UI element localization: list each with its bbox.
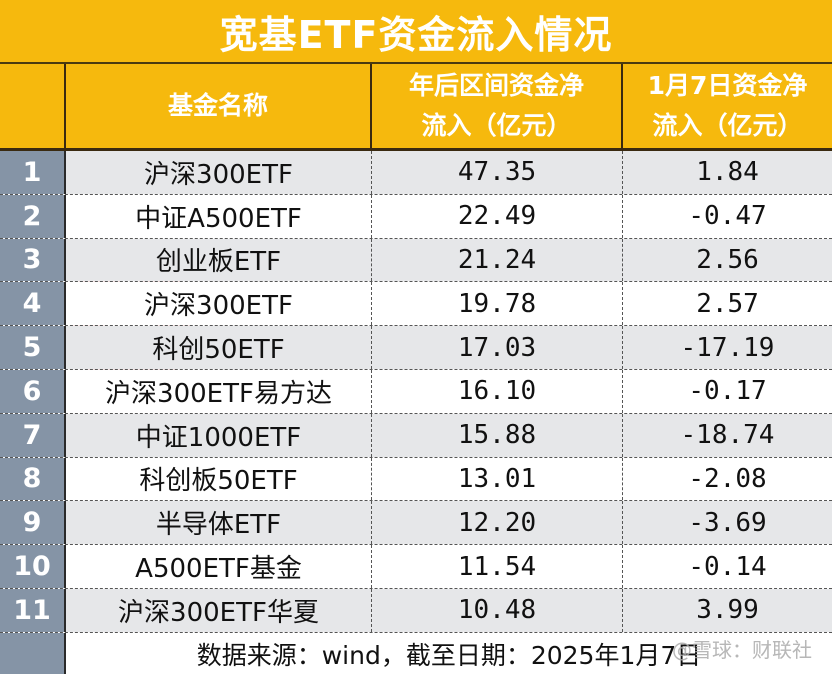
table-row: 9 半导体ETF 12.20 -3.69 (0, 501, 832, 546)
data-source-note: 数据来源：wind，截至日期：2025年1月7日 (66, 633, 832, 674)
header-period-line2: 流入（亿元） (421, 111, 572, 140)
period-net-inflow: 16.10 (372, 369, 623, 413)
period-net-inflow: 21.24 (372, 238, 623, 282)
fund-name: 中证1000ETF (66, 413, 372, 457)
fund-name: 中证A500ETF (66, 194, 372, 238)
period-net-inflow: 15.88 (372, 413, 623, 457)
row-index: 4 (0, 282, 66, 326)
period-net-inflow: 19.78 (372, 282, 623, 326)
table-row: 10 A500ETF基金 11.54 -0.14 (0, 545, 832, 589)
period-net-inflow: 11.54 (372, 545, 623, 588)
day-net-inflow: -0.17 (623, 369, 832, 413)
table-row: 5 科创50ETF 17.03 -17.19 (0, 326, 832, 370)
header-day-line2: 流入（亿元） (652, 111, 803, 140)
table-row: 4 沪深300ETF 19.78 2.57 (0, 282, 832, 327)
table-row: 8 科创板50ETF 13.01 -2.08 (0, 457, 832, 502)
row-index: 5 (0, 326, 66, 369)
day-net-inflow: -17.19 (623, 326, 832, 369)
day-net-inflow: 3.99 (623, 588, 832, 632)
header-fund-name: 基金名称 (66, 64, 372, 148)
day-net-inflow: -2.08 (623, 457, 832, 501)
period-net-inflow: 10.48 (372, 588, 623, 632)
header-index (0, 64, 66, 148)
header-day-line1: 1月7日资金净 (647, 71, 808, 100)
row-index: 11 (0, 588, 66, 632)
row-index: 10 (0, 545, 66, 588)
fund-name: 沪深300ETF易方达 (66, 369, 372, 413)
table-footer: 数据来源：wind，截至日期：2025年1月7日 (0, 633, 832, 674)
table-row: 6 沪深300ETF易方达 16.10 -0.17 (0, 369, 832, 414)
fund-name: 科创板50ETF (66, 457, 372, 501)
table-row: 2 中证A500ETF 22.49 -0.47 (0, 194, 832, 239)
fund-name: 创业板ETF (66, 238, 372, 282)
row-index: 7 (0, 413, 66, 457)
table-row: 1 沪深300ETF 47.35 1.84 (0, 151, 832, 195)
row-index: 2 (0, 194, 66, 238)
row-index: 1 (0, 151, 66, 194)
fund-name: 沪深300ETF华夏 (66, 588, 372, 632)
period-net-inflow: 13.01 (372, 457, 623, 501)
period-net-inflow: 12.20 (372, 501, 623, 545)
day-net-inflow: -18.74 (623, 413, 832, 457)
header-period-net-inflow: 年后区间资金净 流入（亿元） (372, 64, 623, 148)
day-net-inflow: 2.56 (623, 238, 832, 282)
table-header: 基金名称 年后区间资金净 流入（亿元） 1月7日资金净 流入（亿元） (0, 64, 832, 151)
footer-index-cell (0, 633, 66, 674)
header-day-net-inflow: 1月7日资金净 流入（亿元） (623, 64, 832, 148)
row-index: 9 (0, 501, 66, 545)
period-net-inflow: 17.03 (372, 326, 623, 369)
table-row: 3 创业板ETF 21.24 2.56 (0, 238, 832, 283)
table-row: 7 中证1000ETF 15.88 -18.74 (0, 413, 832, 458)
row-index: 6 (0, 369, 66, 413)
fund-name: A500ETF基金 (66, 545, 372, 588)
day-net-inflow: -0.47 (623, 194, 832, 238)
fund-name: 沪深300ETF (66, 282, 372, 326)
row-index: 8 (0, 457, 66, 501)
period-net-inflow: 47.35 (372, 151, 623, 194)
fund-name: 科创50ETF (66, 326, 372, 369)
day-net-inflow: -0.14 (623, 545, 832, 588)
day-net-inflow: 1.84 (623, 151, 832, 194)
period-net-inflow: 22.49 (372, 194, 623, 238)
corner-watermark: @雪球：财联社 (672, 638, 812, 662)
row-index: 3 (0, 238, 66, 282)
header-period-line1: 年后区间资金净 (408, 71, 584, 100)
table-body: 1 沪深300ETF 47.35 1.84 2 中证A500ETF 22.49 … (0, 151, 832, 633)
table-row: 11 沪深300ETF华夏 10.48 3.99 (0, 588, 832, 633)
fund-name: 沪深300ETF (66, 151, 372, 194)
day-net-inflow: 2.57 (623, 282, 832, 326)
day-net-inflow: -3.69 (623, 501, 832, 545)
table-title: 宽基ETF资金流入情况 (0, 0, 832, 64)
fund-name: 半导体ETF (66, 501, 372, 545)
